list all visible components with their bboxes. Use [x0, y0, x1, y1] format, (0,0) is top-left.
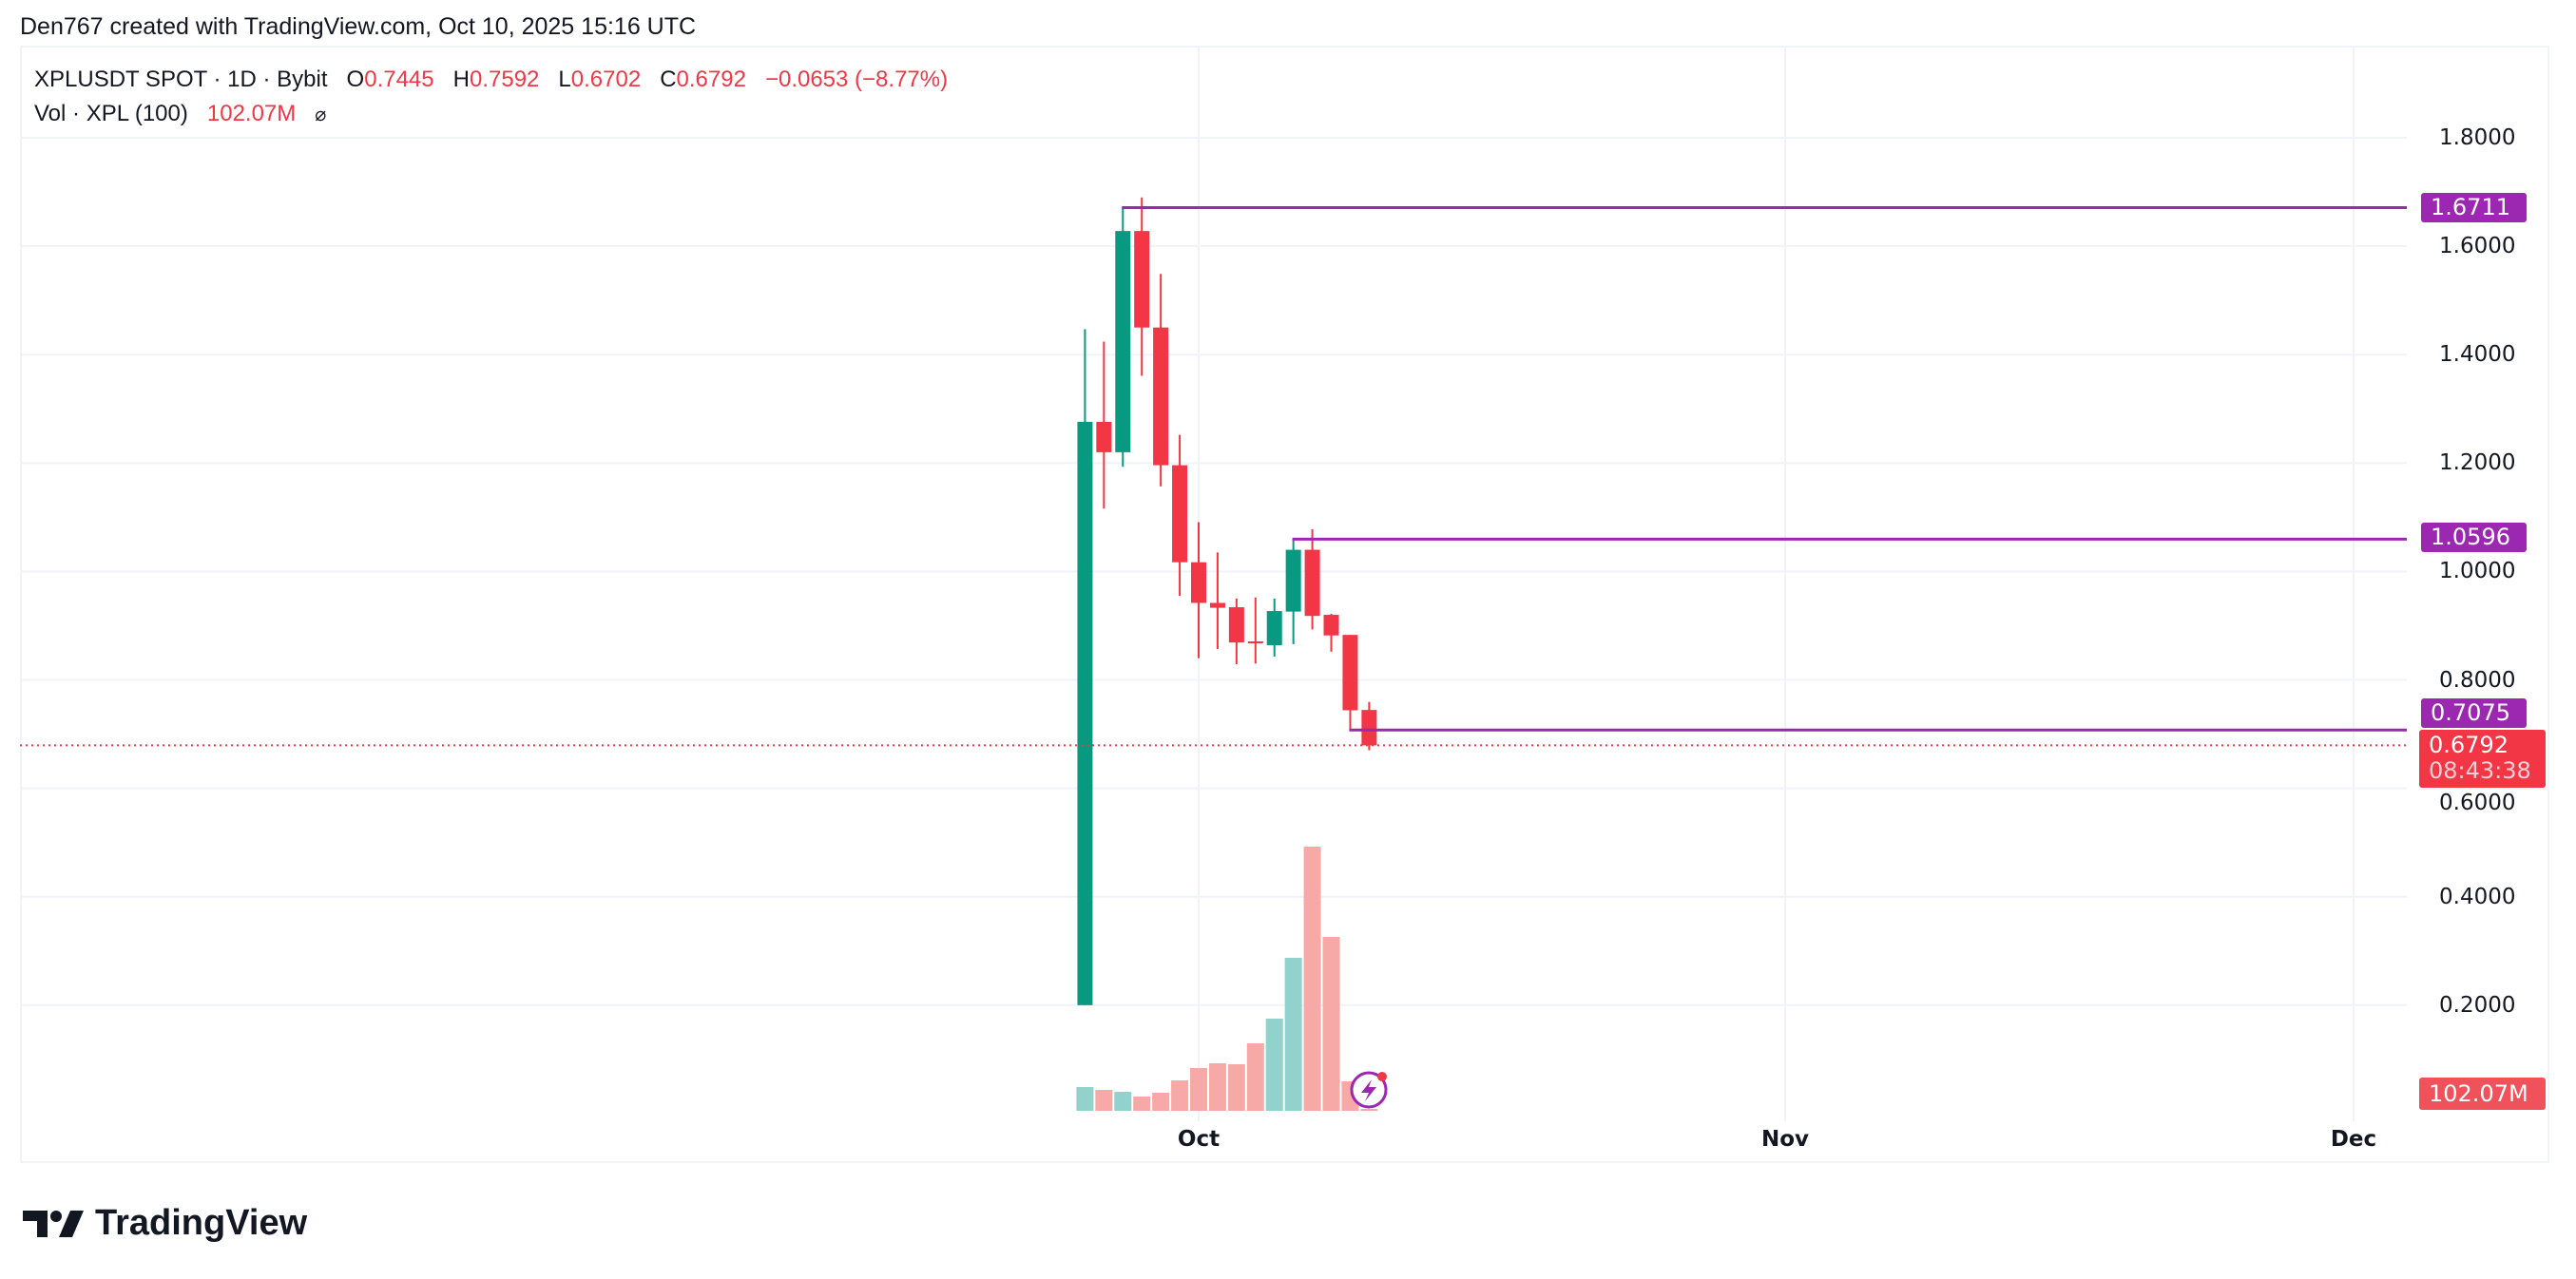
attribution-text: Den767 created with TradingView.com, Oct…	[20, 13, 697, 40]
volume-bar	[1133, 1097, 1151, 1111]
high-label: H	[452, 67, 470, 92]
candle-body	[1209, 602, 1225, 608]
candle-body	[1247, 640, 1263, 643]
volume-label[interactable]: Vol · XPL (100)	[34, 101, 188, 126]
notification-dot-icon	[1377, 1072, 1387, 1081]
open-value: 0.7445	[364, 67, 434, 92]
symbol-legend: XPLUSDT SPOT · 1D · Bybit O0.7445 H0.759…	[34, 67, 948, 93]
low-label: L	[558, 67, 571, 92]
candle-body	[1342, 635, 1358, 711]
volume-bar	[1360, 1108, 1378, 1111]
price-tick: 1.4000	[2439, 342, 2516, 368]
volume-bar	[1246, 1043, 1264, 1111]
candle-body	[1304, 549, 1320, 617]
volume-bar	[1208, 1063, 1226, 1111]
volume-axis-label: 102.07M	[2419, 1078, 2546, 1110]
candle-body	[1077, 421, 1093, 1005]
candle-body	[1153, 327, 1169, 466]
candle-body	[1323, 615, 1339, 636]
open-label: O	[346, 67, 365, 92]
candle-body	[1228, 607, 1244, 643]
change-value: −0.0653 (−8.77%)	[764, 67, 949, 92]
price-tick: 1.2000	[2439, 450, 2516, 476]
candle-body	[1285, 549, 1301, 612]
symbol-name[interactable]: XPLUSDT SPOT · 1D · Bybit	[34, 67, 328, 92]
volume-legend: Vol · XPL (100) 102.07M ⌀	[34, 101, 326, 127]
level-label-low: 0.7075	[2421, 698, 2527, 728]
hidden-eye-slash-icon[interactable]: ⌀	[315, 105, 327, 125]
time-tick-oct: Oct	[1177, 1127, 1221, 1152]
high-value: 0.7592	[469, 67, 540, 92]
price-tick: 0.6000	[2439, 791, 2516, 815]
time-tick-dec: Dec	[2330, 1127, 2377, 1152]
price-tick: 0.2000	[2439, 992, 2516, 1018]
candle-body	[1266, 611, 1282, 645]
volume-bar	[1114, 1092, 1132, 1111]
candle-body	[1134, 231, 1150, 328]
volume-bar	[1171, 1080, 1189, 1111]
close-value: 0.6792	[676, 67, 746, 92]
price-tick: 1.8000	[2439, 125, 2516, 150]
time-tick-nov: Nov	[1760, 1127, 1810, 1152]
candle-body	[1115, 231, 1131, 452]
volume-bar	[1322, 937, 1340, 1111]
price-tick: 1.6000	[2439, 234, 2516, 259]
bar-countdown: 08:43:38	[2429, 757, 2531, 784]
price-tick: 1.0000	[2439, 559, 2516, 584]
last-price-value: 0.6792	[2429, 732, 2509, 758]
volume-value: 102.07M	[206, 101, 297, 126]
level-label-high: 1.6711	[2421, 193, 2527, 222]
tradingview-logo-icon	[23, 1210, 84, 1237]
volume-bar	[1284, 958, 1302, 1111]
last-price-label: 0.6792 08:43:38	[2419, 730, 2546, 788]
lightning-bolt-icon	[1361, 1079, 1376, 1101]
candle-body	[1191, 562, 1206, 603]
candle-body	[1096, 421, 1112, 452]
close-label: C	[660, 67, 677, 92]
volume-bar	[1095, 1090, 1113, 1111]
candle-body	[1172, 465, 1188, 563]
chart-frame	[20, 46, 2549, 1163]
volume-bar	[1265, 1019, 1283, 1111]
low-value: 0.6702	[570, 67, 642, 92]
volume-bar	[1152, 1093, 1170, 1111]
volume-bar	[1227, 1064, 1245, 1111]
price-tick: 0.4000	[2439, 884, 2516, 909]
tradingview-logo[interactable]: TradingView	[23, 1203, 307, 1244]
volume-bar	[1076, 1087, 1094, 1111]
volume-bar	[1303, 847, 1321, 1111]
volume-bar	[1190, 1068, 1207, 1111]
candle-body	[1361, 710, 1377, 746]
price-tick: 0.8000	[2439, 667, 2516, 693]
level-label-mid: 1.0596	[2421, 523, 2527, 552]
brand-name: TradingView	[95, 1203, 308, 1243]
